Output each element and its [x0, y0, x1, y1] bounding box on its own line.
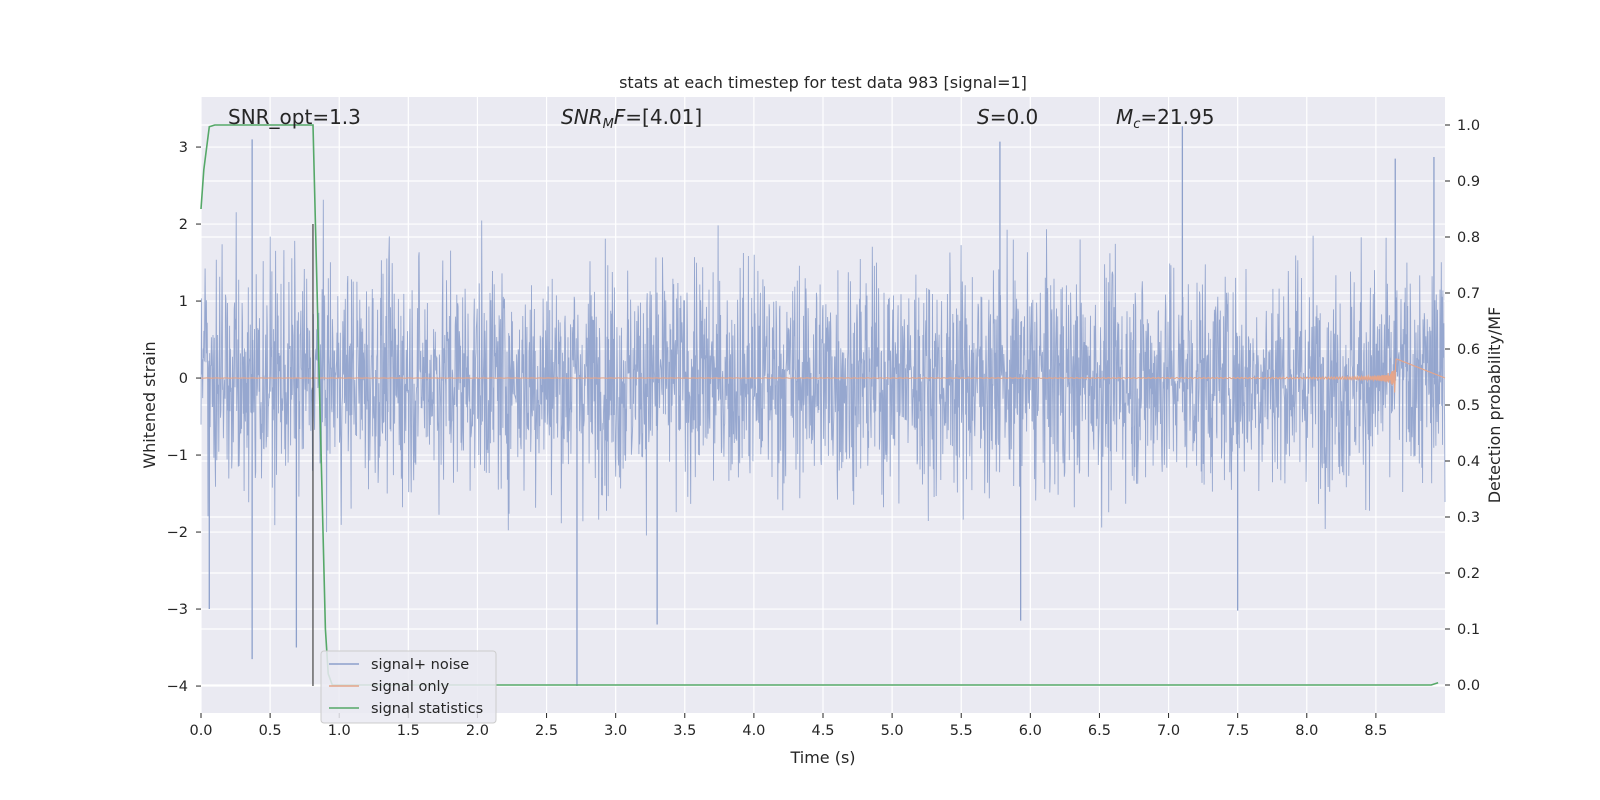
mc-name: M	[1116, 105, 1133, 129]
y2-tick-label-1: 0.9	[1457, 174, 1480, 190]
annotation-mc: Mc=21.95	[1116, 105, 1214, 132]
noise-trace	[200, 199, 1446, 536]
x-tick-label-0: 0.0	[189, 723, 212, 739]
y-tick-label-6: −3	[167, 602, 188, 618]
y2-tick-label-2: 0.8	[1457, 230, 1480, 246]
snr-mf-subscript: M	[603, 117, 614, 132]
y-tick-label-5: −2	[167, 525, 188, 541]
y-tick-label-1: 2	[179, 217, 188, 233]
snr-mf-suffix-value: =[4.01]	[625, 105, 702, 129]
y2-tick-label-0: 1.0	[1457, 118, 1480, 134]
y2-axis-ticks: 1.0 0.9 0.8 0.7 0.6 0.5 0.4 0.3 0.2 0.1 0.0	[1445, 118, 1480, 694]
x-axis-label: Time (s)	[789, 748, 855, 767]
y2-tick-label-5: 0.5	[1457, 398, 1480, 414]
x-tick-label-7: 3.5	[673, 723, 696, 739]
y2-tick-label-6: 0.4	[1457, 454, 1480, 470]
x-tick-label-16: 8.0	[1295, 723, 1318, 739]
y-axis-label: Whitened strain	[140, 341, 159, 468]
mc-value: =21.95	[1140, 105, 1214, 129]
snr-mf-suffix-f: F	[614, 105, 626, 129]
legend-label-signal-only: signal only	[371, 679, 450, 695]
x-tick-label-4: 2.0	[466, 723, 489, 739]
y2-axis-label: Detection probability/MF	[1485, 307, 1504, 504]
y2-tick-label-4: 0.6	[1457, 342, 1480, 358]
x-tick-label-17: 8.5	[1364, 723, 1387, 739]
x-tick-label-2: 1.0	[328, 723, 351, 739]
signal-chirp	[200, 358, 1446, 393]
s-name: S	[977, 105, 990, 129]
x-tick-label-5: 2.5	[535, 723, 558, 739]
y2-tick-label-7: 0.3	[1457, 510, 1480, 526]
legend: signal+ noise signal only signal statist…	[320, 650, 497, 724]
y-tick-label-2: 1	[179, 294, 188, 310]
x-tick-label-13: 6.5	[1088, 723, 1111, 739]
y-axis-ticks: 3 2 1 0 −1 −2 −3 −4	[167, 140, 201, 695]
y-tick-label-7: −4	[167, 679, 188, 695]
legend-label-signal-noise: signal+ noise	[371, 657, 469, 673]
x-tick-label-14: 7.0	[1157, 723, 1180, 739]
snr-mf-prefix: SNR	[561, 105, 603, 129]
x-axis-ticks: 0.0 0.5 1.0 1.5 2.0 2.5 3.0 3.5 4.0 4.5 5.0 5.5 6.0 6…	[189, 713, 1387, 739]
legend-box	[320, 650, 497, 724]
series-signal-only	[200, 358, 1446, 393]
y2-tick-label-3: 0.7	[1457, 286, 1480, 302]
x-tick-label-8: 4.0	[742, 723, 765, 739]
y2-tick-label-10: 0.0	[1457, 678, 1480, 694]
chart-title: stats at each timestep for test data 983…	[619, 73, 1027, 92]
y2-tick-label-9: 0.1	[1457, 622, 1480, 638]
s-value: =0.0	[990, 105, 1039, 129]
x-tick-label-9: 4.5	[811, 723, 834, 739]
mc-subscript: c	[1133, 117, 1140, 132]
annotation-snr-opt: SNR_opt=1.3	[228, 105, 361, 129]
snr-mf-suffix: F=[4.01]	[614, 105, 702, 129]
x-tick-label-10: 5.0	[881, 723, 904, 739]
x-tick-label-15: 7.5	[1226, 723, 1249, 739]
annotation-snr-mf: SNRMF=[4.01]	[561, 105, 702, 132]
x-tick-label-12: 6.0	[1019, 723, 1042, 739]
y-tick-label-4: −1	[167, 448, 188, 464]
x-tick-label-11: 5.5	[950, 723, 973, 739]
y2-tick-label-8: 0.2	[1457, 566, 1480, 582]
x-tick-label-6: 3.0	[604, 723, 627, 739]
y-tick-label-3: 0	[179, 371, 188, 387]
y-tick-label-0: 3	[179, 140, 188, 156]
series-signal-noise	[200, 126, 1446, 687]
x-tick-label-1: 0.5	[259, 723, 282, 739]
legend-label-signal-statistics: signal statistics	[371, 701, 483, 717]
x-tick-label-3: 1.5	[397, 723, 420, 739]
annotation-s: S=0.0	[977, 105, 1038, 129]
